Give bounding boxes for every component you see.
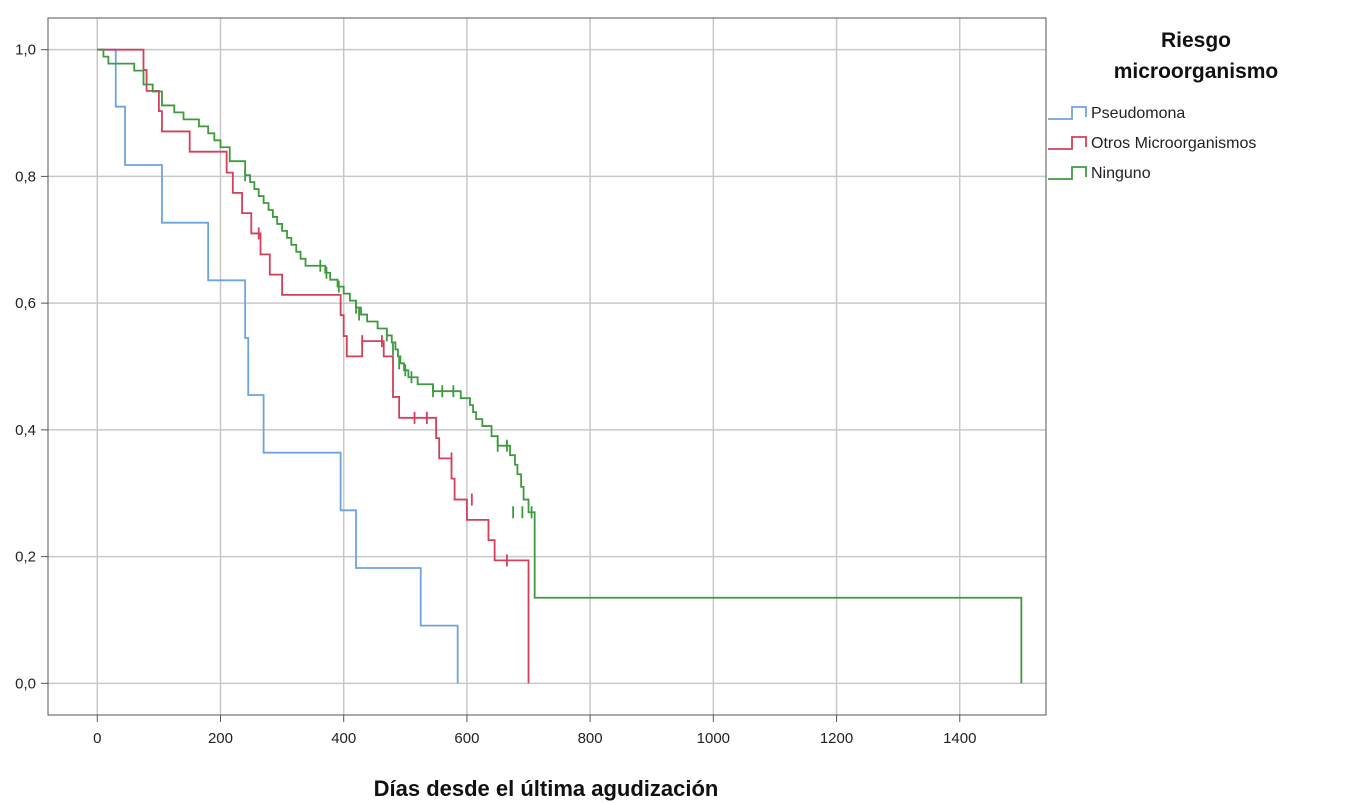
y-tick-label: 0,8 [15, 168, 36, 185]
x-tick-label: 400 [331, 730, 356, 747]
series-line-otros-microorganismos [97, 48, 530, 684]
legend-swatch-otros-microorganismos [1048, 136, 1087, 150]
legend-swatch-ninguno [1048, 166, 1087, 180]
y-tick-label: 0,0 [15, 675, 36, 692]
y-tick-label: 0,4 [15, 422, 36, 439]
legend-title-line2: microorganismo [1114, 60, 1279, 83]
y-tick-label: 0,6 [15, 295, 36, 312]
grid-lines [48, 18, 1046, 715]
legend: Riesgo microorganismo Pseudomona Otros Mi… [1048, 29, 1278, 182]
legend-swatch-pseudomona [1048, 106, 1087, 120]
x-tick-label: 200 [208, 730, 233, 747]
legend-label-ninguno: Ninguno [1091, 165, 1151, 182]
legend-title-line1: Riesgo [1161, 29, 1231, 52]
legend-item-ninguno: Ninguno [1048, 165, 1151, 182]
legend-label-pseudomona: Pseudomona [1091, 105, 1185, 122]
legend-item-pseudomona: Pseudomona [1048, 105, 1185, 122]
legend-items: Pseudomona Otros Microorganismos Ninguno [1048, 105, 1256, 182]
x-tick-label: 800 [578, 730, 603, 747]
plot-frame [47, 17, 1047, 716]
x-tick-label: 0 [93, 730, 101, 747]
y-tick-label: 0,2 [15, 549, 36, 566]
x-tick-label: 1000 [697, 730, 730, 747]
x-tick-label: 600 [454, 730, 479, 747]
legend-item-otros-microorganismos: Otros Microorganismos [1048, 135, 1256, 152]
x-tick-label: 1400 [943, 730, 976, 747]
y-tick-label: 1,0 [15, 42, 36, 59]
series-line-ninguno [97, 48, 1023, 684]
x-tick-label: 1200 [820, 730, 853, 747]
series-layer [97, 48, 1023, 684]
legend-label-otros-microorganismos: Otros Microorganismos [1091, 135, 1256, 152]
tick-labels: 0 200 400 600 800 1000 1200 1400 0,0 0,2 0,4 0,6 0,8… [15, 42, 976, 747]
x-axis-title: Días desde el última agudización [374, 776, 719, 801]
series-line-pseudomona [97, 48, 459, 684]
